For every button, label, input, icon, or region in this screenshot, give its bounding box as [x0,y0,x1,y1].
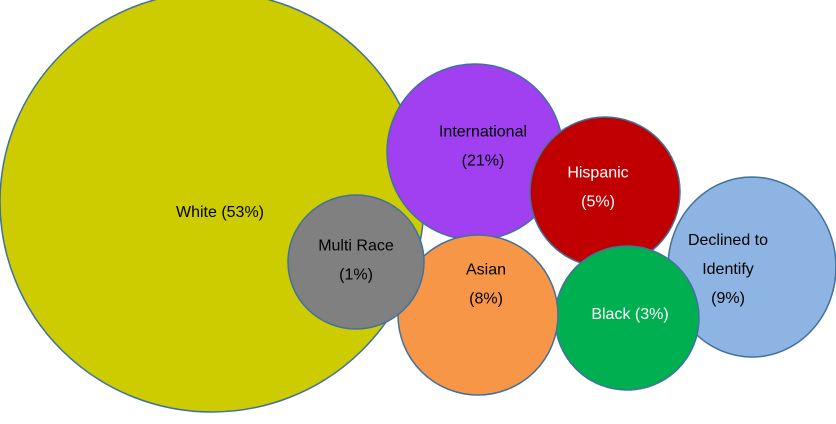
bubble-label: Asian [466,262,506,279]
bubble [287,194,425,330]
bubble-label: Identify [702,261,754,278]
bubble-label: (1%) [339,267,373,284]
bubble-label: International [439,124,527,141]
bubble-label: Declined to [688,232,768,249]
bubble-label: Black (3%) [591,306,668,323]
bubble-label: Multi Race [318,238,394,255]
bubble [529,116,681,268]
bubble-label: (21%) [462,153,505,170]
bubble-label: Hispanic [567,165,628,182]
bubble-label: (5%) [581,194,615,211]
bubble-label: (8%) [469,291,503,308]
bubble-label: (9%) [711,290,745,307]
bubble-label: White (53%) [176,204,264,221]
